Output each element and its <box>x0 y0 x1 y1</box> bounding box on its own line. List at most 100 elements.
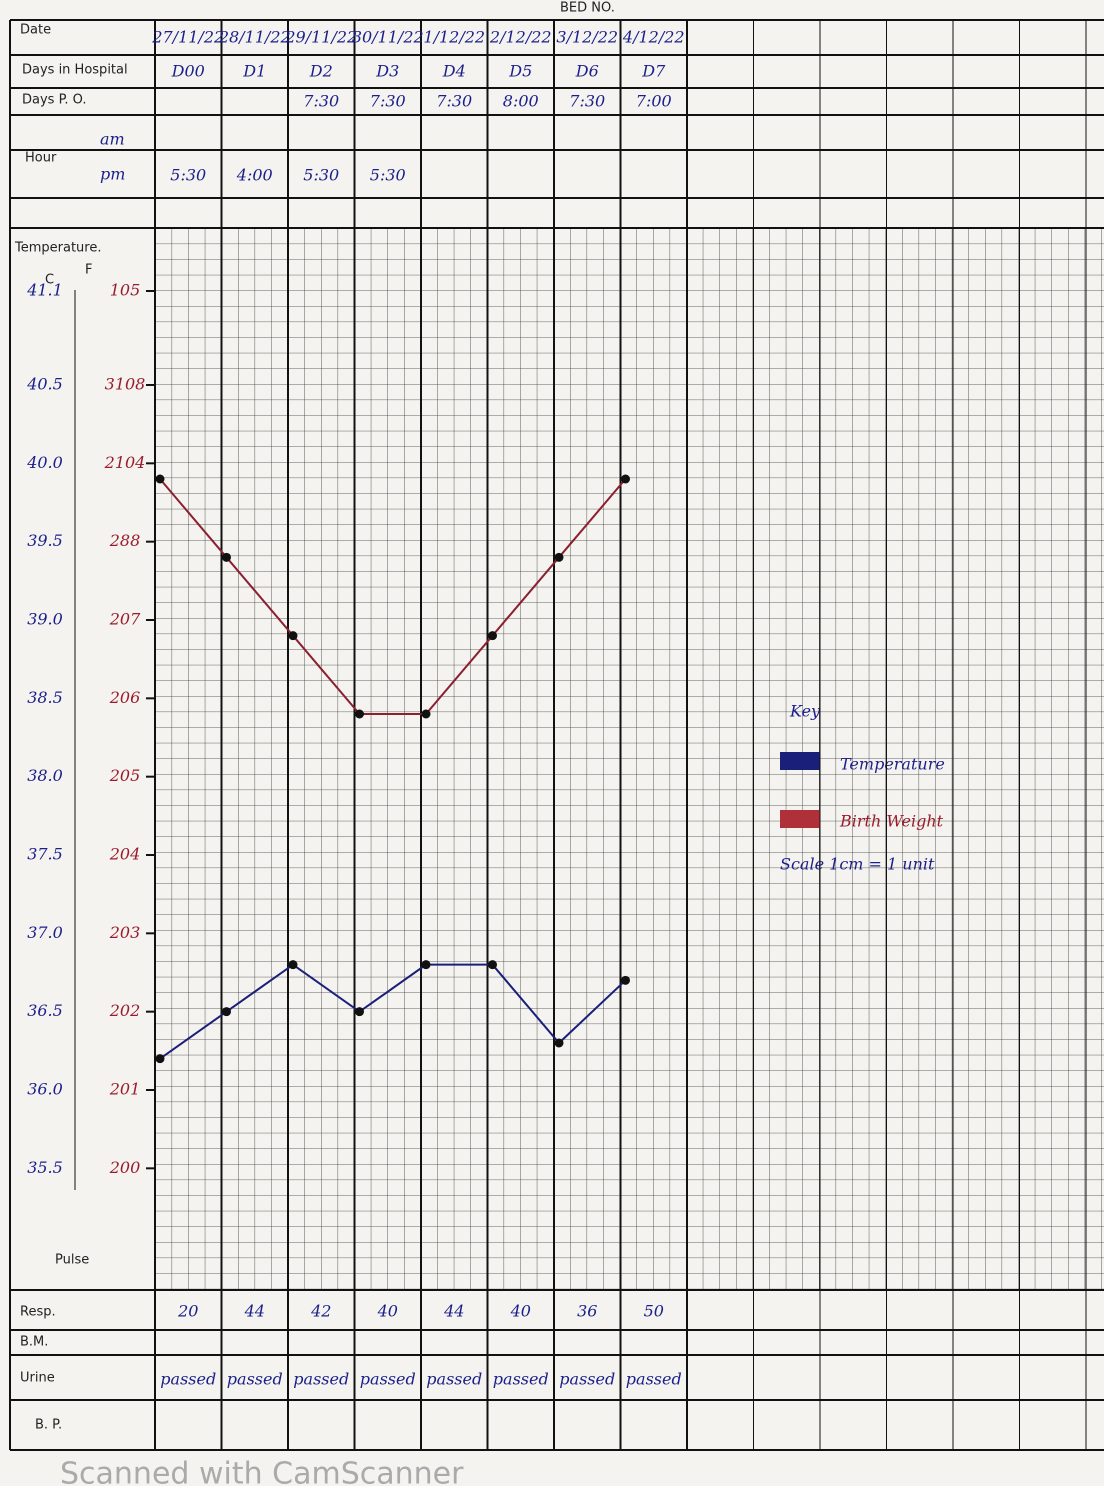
f-label: 3108 <box>105 375 146 394</box>
time: 8:00 <box>503 92 539 111</box>
urine: passed <box>626 1370 682 1389</box>
row-label: Date <box>20 23 51 38</box>
legend-swatch <box>780 752 820 770</box>
urine: passed <box>559 1370 615 1389</box>
y-tick-label: 41.1 <box>26 281 63 300</box>
resp: 50 <box>644 1302 664 1321</box>
urine: passed <box>360 1370 416 1389</box>
legend-label: Birth Weight <box>839 812 944 831</box>
day: D3 <box>375 62 399 81</box>
resp: 40 <box>377 1302 398 1321</box>
day: D1 <box>242 62 266 81</box>
scale-note: Scale 1cm = 1 unit <box>780 855 935 874</box>
f-label: 288 <box>109 531 141 550</box>
y-tick-label: 40.5 <box>26 375 63 394</box>
f-label: 105 <box>110 281 141 300</box>
time: 4:00 <box>236 166 273 185</box>
y-tick-label: 37.5 <box>27 845 63 864</box>
f-label: 207 <box>109 610 141 629</box>
f-label: 2104 <box>104 453 146 472</box>
point <box>555 1039 564 1048</box>
graph-paper <box>155 228 1104 1290</box>
bed-no: BED NO. <box>560 1 615 16</box>
day: D2 <box>309 62 333 81</box>
f-label: 203 <box>109 923 141 942</box>
date: 3/12/22 <box>556 28 618 47</box>
day: D00 <box>171 62 205 81</box>
point <box>355 710 364 719</box>
row-label: Urine <box>20 1371 55 1386</box>
y-tick-label: 36.0 <box>27 1080 63 1099</box>
urine: passed <box>293 1370 349 1389</box>
f-label: 200 <box>109 1158 141 1177</box>
day: D5 <box>508 62 532 81</box>
row-label: pm <box>100 165 125 184</box>
time: 7:30 <box>436 92 472 111</box>
y-tick-label: 40.0 <box>26 453 63 472</box>
legend-title: Key <box>789 702 821 721</box>
time: 7:30 <box>303 92 339 111</box>
resp: 36 <box>577 1302 597 1321</box>
row-label: Resp. <box>20 1305 56 1320</box>
time: 5:30 <box>170 166 206 185</box>
date: 30/11/22 <box>352 28 424 47</box>
y-tick-label: 38.0 <box>27 766 63 785</box>
point <box>222 1007 231 1016</box>
resp: 40 <box>510 1302 531 1321</box>
resp: 20 <box>177 1302 198 1321</box>
f-label: 204 <box>109 845 141 864</box>
time: 7:30 <box>370 92 406 111</box>
time: 5:30 <box>303 166 339 185</box>
point <box>156 1054 165 1063</box>
axis-label: F <box>85 263 92 278</box>
point <box>222 553 231 562</box>
date: 2/12/22 <box>489 28 552 47</box>
time: 7:30 <box>569 92 605 111</box>
row-label: am <box>100 130 125 149</box>
point <box>422 960 431 969</box>
date: 28/11/22 <box>218 28 291 47</box>
point <box>422 710 431 719</box>
row-label: Days in Hospital <box>22 63 128 78</box>
date: 1/12/22 <box>423 28 485 47</box>
y-tick-label: 39.5 <box>27 531 63 550</box>
y-tick-label: 35.5 <box>27 1158 63 1177</box>
day: D6 <box>575 62 599 81</box>
y-tick-label: 37.0 <box>27 923 63 942</box>
legend-label: Temperature <box>840 755 945 774</box>
f-label: 206 <box>109 688 141 707</box>
point <box>289 960 298 969</box>
point <box>488 631 497 640</box>
urine: passed <box>227 1370 283 1389</box>
urine: passed <box>160 1370 216 1389</box>
point <box>289 631 298 640</box>
y-tick-label: 39.0 <box>27 610 63 629</box>
f-label: 202 <box>109 1001 141 1020</box>
observation-chart: BED NO. Date Days in Hospital Days P. O.… <box>0 0 1104 1486</box>
time: 7:00 <box>636 92 672 111</box>
date: 29/11/22 <box>284 28 357 47</box>
row-label: B.M. <box>20 1335 48 1350</box>
point <box>488 960 497 969</box>
resp: 44 <box>443 1302 464 1321</box>
y-tick-label: 36.5 <box>27 1001 63 1020</box>
row-label: Days P. O. <box>22 93 87 108</box>
day: D4 <box>442 62 466 81</box>
urine: passed <box>426 1370 482 1389</box>
row-label: Hour <box>25 151 57 166</box>
date: 4/12/22 <box>622 28 685 47</box>
y-tick-label: 38.5 <box>27 688 63 707</box>
day: D7 <box>641 62 666 81</box>
row-label: Pulse <box>55 1253 89 1268</box>
point <box>355 1007 364 1016</box>
point <box>156 475 165 484</box>
chart-title: Temperature. <box>14 241 101 256</box>
point <box>621 475 630 484</box>
point <box>621 976 630 985</box>
f-label: 205 <box>109 766 141 785</box>
date: 27/11/22 <box>151 28 224 47</box>
row-label: B. P. <box>35 1418 62 1433</box>
resp: 42 <box>310 1302 331 1321</box>
resp: 44 <box>244 1302 265 1321</box>
point <box>555 553 564 562</box>
